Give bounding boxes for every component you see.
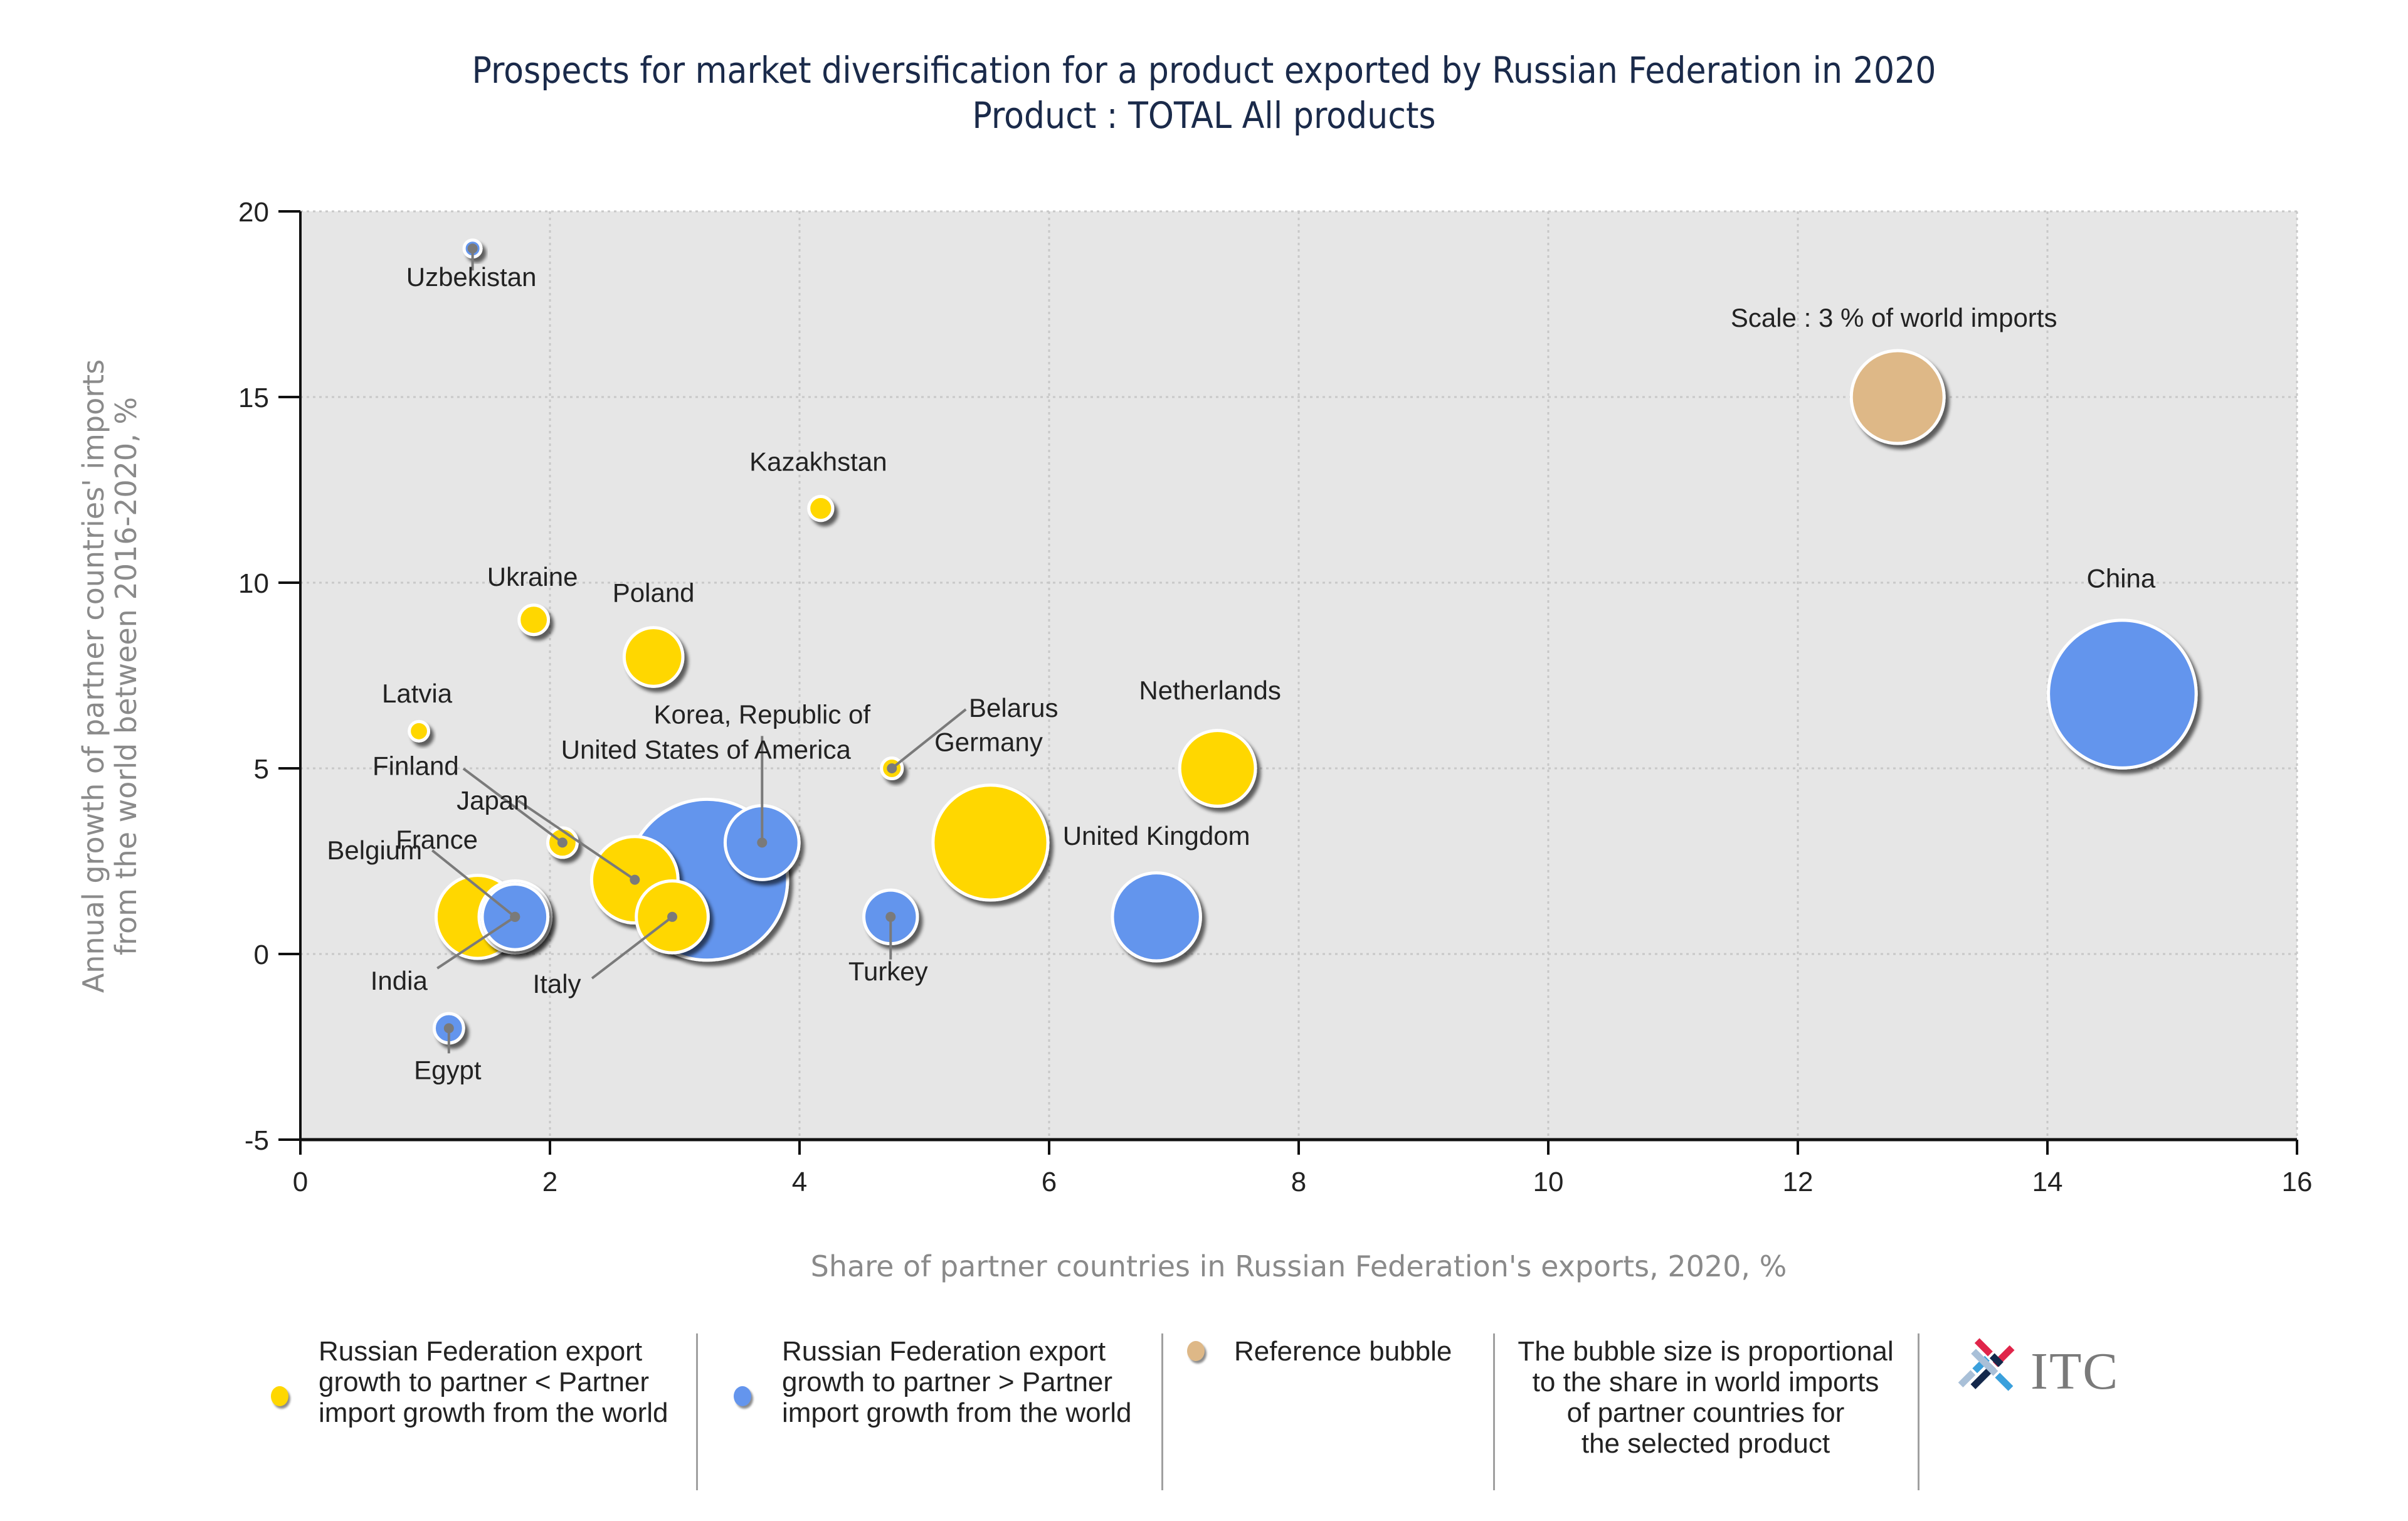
- bubble-china: [2047, 618, 2198, 770]
- x-tick-label: 10: [1533, 1167, 1564, 1197]
- legend-separator: [1493, 1333, 1495, 1490]
- x-axis-title: Share of partner countries in Russian Fe…: [811, 1249, 1787, 1283]
- legend-text-line: import growth from the world: [319, 1397, 668, 1428]
- legend-item-faster: Russian Federation export growth to part…: [782, 1336, 1132, 1499]
- legend-size-note: The bubble size is proportional to the s…: [1499, 1336, 1913, 1499]
- y-tick-label: 0: [254, 940, 269, 970]
- legend-text-line: import growth from the world: [782, 1397, 1132, 1428]
- bubble-label-united-states-of-america: United States of America: [561, 735, 852, 765]
- bubble-label-kazakhstan: Kazakhstan: [749, 447, 887, 477]
- legend-text-line: Reference bubble: [1234, 1336, 1452, 1367]
- bubble-latvia: [408, 719, 430, 743]
- leader-line-italy: [591, 916, 673, 980]
- legend-note-line: the selected product: [1581, 1428, 1830, 1459]
- bubble-label-italy: Italy: [533, 969, 581, 999]
- leader-dot-finland: [557, 837, 568, 848]
- leader-line-japan: [517, 799, 636, 881]
- legend-marker-faster: [734, 1386, 751, 1406]
- bubble-label-belgium: Belgium: [327, 835, 422, 865]
- legend-marker-reference: [1187, 1341, 1205, 1361]
- x-tick-label: 12: [1783, 1167, 1814, 1197]
- x-tick-label: 6: [1042, 1167, 1057, 1197]
- y-tick-label: 5: [254, 754, 269, 785]
- x-tick-label: 2: [542, 1167, 557, 1197]
- legend-separator: [1161, 1333, 1163, 1490]
- bubble-label-uzbekistan: Uzbekistan: [406, 262, 537, 292]
- bubble-label-ukraine: Ukraine: [487, 562, 578, 591]
- legend-separator: [1918, 1333, 1920, 1490]
- x-tick-label: 14: [2032, 1167, 2063, 1197]
- bubble-label-turkey: Turkey: [848, 957, 928, 986]
- y-axis-title-line2: from the world between 2016-2020, %: [109, 397, 143, 955]
- y-tick-label: 15: [238, 383, 269, 413]
- legend-note-line: to the share in world imports: [1532, 1367, 1879, 1397]
- bubble-poland: [622, 626, 685, 688]
- leader-dot-egypt: [443, 1023, 454, 1034]
- bubble-ukraine: [517, 603, 551, 637]
- x-tick-label: 8: [1291, 1167, 1306, 1197]
- leader-dot-india: [510, 911, 520, 922]
- bubble-reference: [1849, 349, 1946, 445]
- legend-text-line: growth to partner < Partner: [319, 1367, 650, 1397]
- bubble-label-france: France: [396, 825, 478, 854]
- bubble-label-india: India: [371, 966, 428, 995]
- bubble-label-poland: Poland: [613, 578, 695, 607]
- bubble-label-germany: Germany: [934, 727, 1043, 756]
- bubble-label-latvia: Latvia: [382, 679, 453, 708]
- leader-line-belarus: [891, 708, 967, 770]
- bubble-label-japan: Japan: [457, 786, 528, 815]
- leader-line-finland: [462, 767, 564, 844]
- legend-text-line: growth to partner > Partner: [782, 1367, 1113, 1397]
- bubble-germany: [931, 783, 1050, 902]
- legend-text-line: Russian Federation export: [319, 1336, 643, 1367]
- leader-dot-uzbekistan: [467, 243, 478, 254]
- bubble-label-netherlands: Netherlands: [1139, 676, 1281, 705]
- itc-logo-icon: [1958, 1338, 2015, 1391]
- bubble-label-belarus: Belarus: [969, 693, 1058, 723]
- chart-title: Prospects for market diversification for…: [472, 49, 1936, 92]
- y-axis-title-line1: Annual growth of partner countries' impo…: [77, 359, 110, 993]
- x-tick-label: 4: [792, 1167, 807, 1197]
- bubble-netherlands: [1178, 729, 1257, 808]
- legend-marker-slower: [271, 1386, 288, 1406]
- legend-text-line: Russian Federation export: [782, 1336, 1106, 1367]
- leader-dot-italy: [667, 911, 678, 922]
- bubble-kazakhstan: [807, 494, 835, 522]
- leader-dot-japan: [630, 874, 640, 885]
- leader-dot-korea-republic-of: [757, 837, 768, 848]
- leader-dot-turkey: [885, 911, 896, 922]
- bubble-label-korea-republic-of: Korea, Republic of: [654, 699, 871, 729]
- x-tick-label: 0: [293, 1167, 308, 1197]
- bubble-label-egypt: Egypt: [414, 1055, 482, 1084]
- itc-logo: [1953, 1335, 2029, 1406]
- bubble-label-finland: Finland: [372, 751, 459, 780]
- x-tick-label: 16: [2282, 1167, 2313, 1197]
- leader-dot-belarus: [887, 763, 897, 773]
- legend-item-reference: Reference bubble: [1234, 1336, 1452, 1499]
- grid-lines: [300, 210, 2298, 1140]
- legend-item-slower: Russian Federation export growth to part…: [319, 1336, 668, 1499]
- chart-subtitle: Product : TOTAL All products: [972, 94, 1436, 137]
- reference-bubble-label: Scale : 3 % of world imports: [1731, 303, 2057, 332]
- leader-lines: [431, 243, 967, 1054]
- y-tick-label: 20: [238, 197, 269, 228]
- leader-line-belgium: [431, 849, 516, 918]
- legend-note-line: The bubble size is proportional: [1518, 1336, 1894, 1367]
- axes: 0 2 4 6 8 10 12 14 16 -5 0 5 10 15 20: [238, 197, 2312, 1197]
- legend-note-line: of partner countries for: [1566, 1397, 1845, 1428]
- bubble-label-united-kingdom: United Kingdom: [1063, 821, 1250, 851]
- leader-line-india: [436, 916, 516, 970]
- y-tick-label: 10: [238, 568, 269, 599]
- bubble-label-china: China: [2087, 564, 2156, 593]
- bubble-labels: United States of America China Germany Unit…: [327, 262, 2155, 1084]
- legend-separator: [696, 1333, 698, 1490]
- y-tick-label: -5: [245, 1125, 269, 1156]
- bubble-united-kingdom: [1111, 871, 1202, 963]
- itc-logo-text: ITC: [2030, 1342, 2120, 1401]
